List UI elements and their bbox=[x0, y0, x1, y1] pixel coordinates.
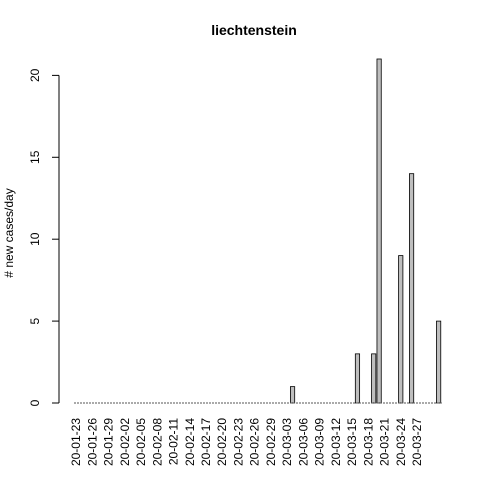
x-tick-label: 20-02-26 bbox=[248, 418, 262, 466]
x-tick-label: 20-03-12 bbox=[329, 418, 343, 466]
y-axis: 0 5 10 15 20 bbox=[28, 68, 59, 406]
x-tick-label: 20-03-21 bbox=[378, 418, 392, 466]
x-tick-label: 20-02-14 bbox=[183, 418, 197, 466]
x-tick-label: 20-03-03 bbox=[280, 418, 294, 466]
y-tick-label: 0 bbox=[28, 399, 42, 406]
x-tick-label: 20-03-27 bbox=[410, 418, 424, 466]
x-tick-label: 20-02-11 bbox=[167, 418, 181, 465]
x-tick-label: 20-02-29 bbox=[264, 418, 278, 466]
x-tick-label: 20-02-20 bbox=[215, 418, 229, 466]
x-tick-label: 20-03-24 bbox=[394, 418, 408, 466]
x-tick-label: 20-02-23 bbox=[231, 418, 245, 466]
y-tick-label: 15 bbox=[28, 150, 42, 164]
x-tick-label: 20-02-02 bbox=[118, 418, 132, 466]
y-tick-label: 5 bbox=[28, 317, 42, 324]
x-tick-label: 20-02-08 bbox=[150, 418, 164, 466]
x-tick-label: 20-01-23 bbox=[69, 418, 83, 466]
bar bbox=[409, 174, 413, 403]
bars bbox=[74, 59, 442, 403]
x-axis: 20-01-23 20-01-26 20-01-29 20-02-02 20-02-05… bbox=[69, 418, 424, 466]
y-tick-label: 10 bbox=[28, 232, 42, 246]
x-tick-label: 20-03-18 bbox=[361, 418, 375, 466]
chart-title: liechtenstein bbox=[211, 22, 297, 38]
x-tick-label: 20-03-15 bbox=[345, 418, 359, 466]
bar bbox=[290, 387, 294, 403]
y-tick-label: 20 bbox=[28, 68, 42, 82]
x-tick-label: 20-01-29 bbox=[102, 418, 116, 466]
x-tick-label: 20-03-09 bbox=[313, 418, 327, 466]
x-tick-label: 20-02-17 bbox=[199, 418, 213, 466]
bar bbox=[436, 321, 440, 403]
x-tick-label: 20-01-26 bbox=[85, 418, 99, 466]
x-tick-label: 20-02-05 bbox=[134, 418, 148, 466]
x-tick-label: 20-03-06 bbox=[296, 418, 310, 466]
bar bbox=[377, 59, 381, 403]
bar bbox=[355, 354, 359, 403]
bar bbox=[372, 354, 376, 403]
bar bbox=[399, 256, 403, 403]
y-axis-label: # new cases/day bbox=[2, 188, 16, 277]
